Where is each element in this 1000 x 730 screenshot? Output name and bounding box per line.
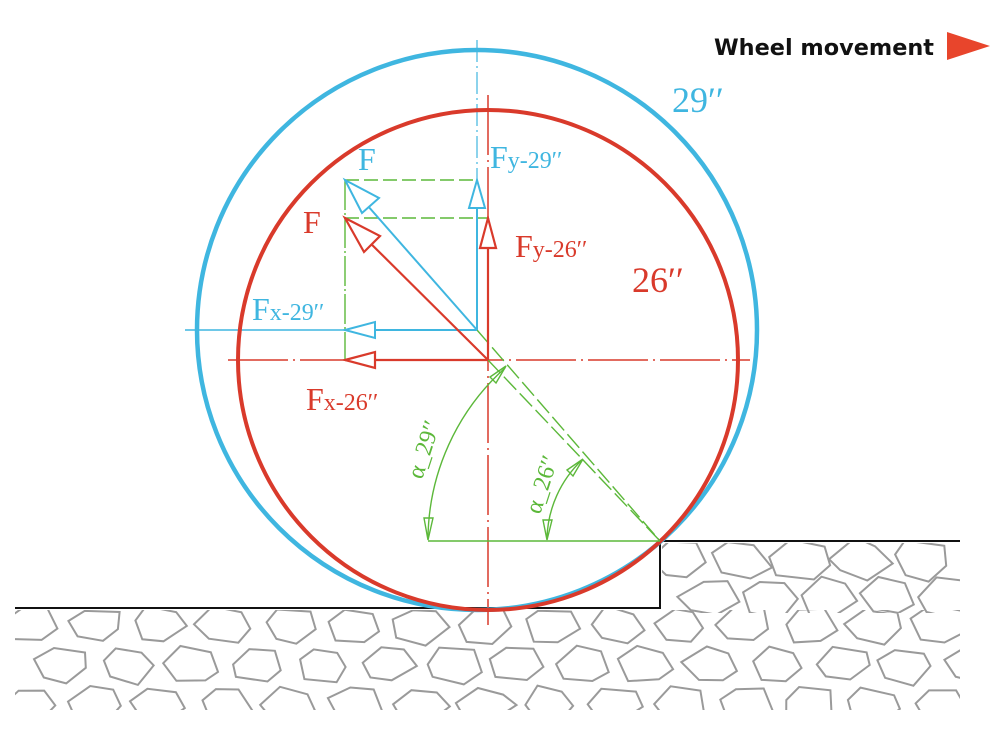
fy-29-arrowhead: [467, 176, 487, 209]
wheel-movement-label: Wheel movement: [714, 36, 934, 61]
stone: [914, 689, 960, 710]
wheel-26-circle: [236, 108, 740, 612]
stone: [67, 610, 121, 642]
arrowhead: [423, 517, 434, 541]
stone: [525, 610, 582, 644]
fx-26-label: Fx-26′′: [306, 381, 378, 417]
arrowhead: [488, 365, 507, 385]
fx-29-arrowhead: [341, 320, 376, 340]
angle-arc-29: [427, 367, 506, 539]
stone: [361, 646, 419, 682]
stone: [201, 688, 254, 710]
stone: [675, 580, 741, 613]
stone: [391, 610, 451, 647]
stone: [590, 610, 646, 645]
stone: [876, 649, 932, 687]
stone: [846, 686, 902, 710]
alpha-29-label: α_29′′: [403, 418, 446, 482]
arrowhead: [565, 458, 584, 478]
stone: [326, 686, 383, 710]
stone: [662, 543, 707, 579]
stone: [128, 687, 187, 710]
force-29-arrowhead: [342, 177, 381, 215]
stone-group: [662, 543, 960, 613]
fy-26-label: Fy-26′′: [515, 228, 587, 264]
force-29-label: F: [358, 141, 376, 177]
stone: [616, 644, 675, 683]
stone: [457, 610, 513, 646]
force-26-label: F: [303, 204, 321, 240]
fy-29-label: Fy-29′′: [490, 139, 562, 175]
stone: [298, 648, 347, 684]
fx-29-label: Fx-29′′: [252, 291, 324, 327]
stone: [102, 647, 156, 687]
stone: [488, 646, 545, 682]
stone: [719, 687, 774, 710]
stone: [66, 684, 122, 710]
stone: [391, 689, 452, 710]
stone: [858, 575, 916, 613]
contact-line-26: [487, 359, 661, 542]
fy-26-arrowhead: [478, 213, 498, 250]
stone: [741, 580, 800, 613]
stone: [909, 610, 960, 644]
stone-group: [15, 610, 960, 710]
stone: [161, 644, 220, 682]
stone: [265, 610, 317, 645]
wheel-29-label: 29′′: [672, 80, 724, 120]
stone: [192, 610, 252, 644]
stone: [785, 685, 833, 710]
stone: [327, 610, 381, 644]
stone: [800, 575, 859, 613]
stone: [32, 646, 87, 685]
stone: [15, 689, 57, 710]
stone: [768, 543, 832, 581]
contact-line-29: [476, 329, 661, 542]
wheel-26-label: 26′′: [632, 260, 684, 300]
stone: [942, 649, 960, 679]
fx-26-arrowhead: [340, 350, 377, 370]
stone: [679, 645, 739, 682]
stone: [751, 645, 803, 683]
angle-arc-26: [546, 459, 583, 539]
alpha-26-label: α_26′′: [521, 453, 564, 517]
force-26-arrowhead: [342, 215, 382, 254]
stone: [714, 610, 770, 642]
stone: [231, 648, 282, 683]
right-triangle-arrow-icon: [947, 32, 990, 60]
cobblestone-ground: [15, 543, 960, 710]
stone: [916, 576, 960, 613]
stone: [652, 685, 705, 710]
stone: [134, 610, 189, 643]
stone: [710, 543, 774, 580]
stone: [827, 543, 895, 582]
stone: [454, 686, 519, 710]
stone: [893, 543, 948, 583]
stone: [426, 646, 483, 686]
stone: [524, 684, 575, 710]
stone: [586, 687, 645, 710]
stone: [258, 685, 316, 710]
stone: [815, 645, 871, 681]
stone: [653, 610, 705, 643]
ground-step-outline: [15, 540, 960, 609]
stone: [842, 610, 902, 646]
arrowhead: [542, 519, 553, 541]
stone: [785, 610, 839, 644]
stone: [15, 610, 59, 641]
stone: [554, 644, 610, 683]
